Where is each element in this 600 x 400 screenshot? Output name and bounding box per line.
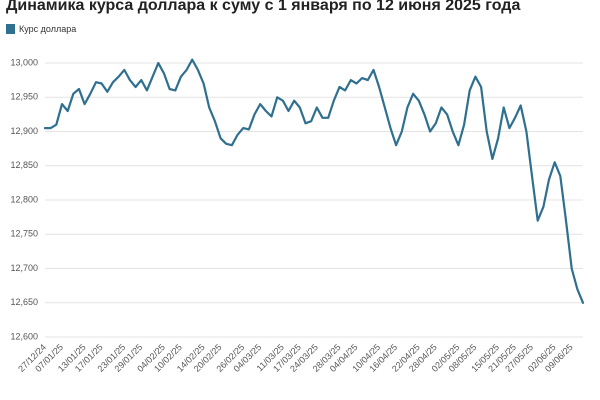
y-tick-label: 12,650 xyxy=(10,297,38,307)
y-tick-label: 12,600 xyxy=(10,331,38,341)
line-series xyxy=(43,58,585,304)
y-tick-label: 13,000 xyxy=(10,57,38,67)
y-tick-label: 12,700 xyxy=(10,263,38,273)
y-tick-label: 12,950 xyxy=(10,92,38,102)
chart-title: Динамика курса доллара к суму с 1 января… xyxy=(6,0,520,14)
legend-label: Курс доллара xyxy=(19,24,76,34)
y-tick-label: 12,800 xyxy=(10,194,38,204)
legend-swatch xyxy=(6,24,15,34)
y-tick-label: 12,850 xyxy=(10,160,38,170)
y-tick-label: 12,750 xyxy=(10,229,38,239)
y-tick-label: 12,900 xyxy=(10,126,38,136)
